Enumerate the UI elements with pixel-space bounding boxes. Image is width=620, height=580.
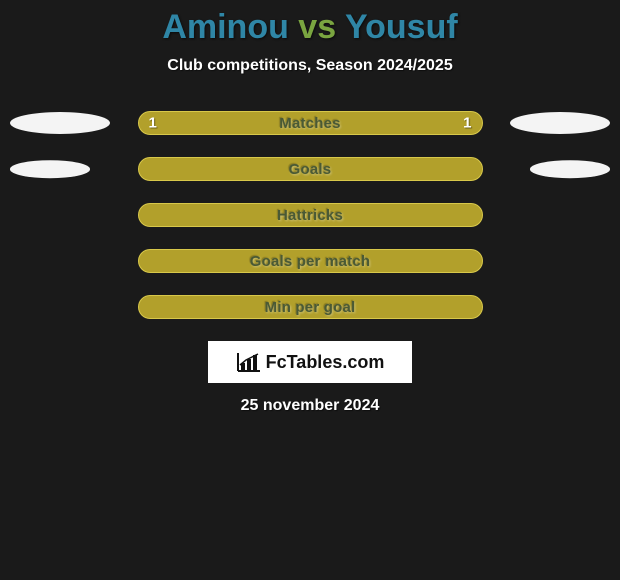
title-vs: vs xyxy=(289,8,345,46)
stat-label: Matches xyxy=(279,115,340,132)
stat-row: Min per goal xyxy=(0,295,620,319)
stat-label: Min per goal xyxy=(265,299,356,316)
stat-bar: Hattricks xyxy=(138,203,483,227)
stat-label: Goals per match xyxy=(250,253,371,270)
title: Aminou vs Yousuf xyxy=(162,8,457,47)
logo-text: FcTables.com xyxy=(266,352,385,373)
logo-chart-icon xyxy=(236,351,262,373)
stat-bar: Matches 1 1 xyxy=(138,111,483,135)
stat-label: Hattricks xyxy=(277,207,343,224)
stat-bar: Min per goal xyxy=(138,295,483,319)
left-ellipse xyxy=(10,112,110,134)
stat-rows: Matches 1 1 Goals Hattricks Goals per match Mi… xyxy=(0,111,620,319)
subtitle: Club competitions, Season 2024/2025 xyxy=(167,57,452,75)
title-player1: Aminou xyxy=(162,8,289,46)
stat-bar: Goals per match xyxy=(138,249,483,273)
stat-label: Goals xyxy=(289,161,332,178)
comparison-infographic: Aminou vs Yousuf Club competitions, Seas… xyxy=(0,0,620,415)
stat-value-left: 1 xyxy=(149,115,157,132)
stat-row: Matches 1 1 xyxy=(0,111,620,135)
stat-row: Hattricks xyxy=(0,203,620,227)
right-ellipse xyxy=(530,160,610,178)
stat-row: Goals per match xyxy=(0,249,620,273)
left-ellipse xyxy=(10,160,90,178)
stat-value-right: 1 xyxy=(463,115,471,132)
logo-box: FcTables.com xyxy=(208,341,413,383)
date: 25 november 2024 xyxy=(241,397,380,415)
title-player2: Yousuf xyxy=(345,8,458,46)
stat-row: Goals xyxy=(0,157,620,181)
stat-bar: Goals xyxy=(138,157,483,181)
right-ellipse xyxy=(510,112,610,134)
